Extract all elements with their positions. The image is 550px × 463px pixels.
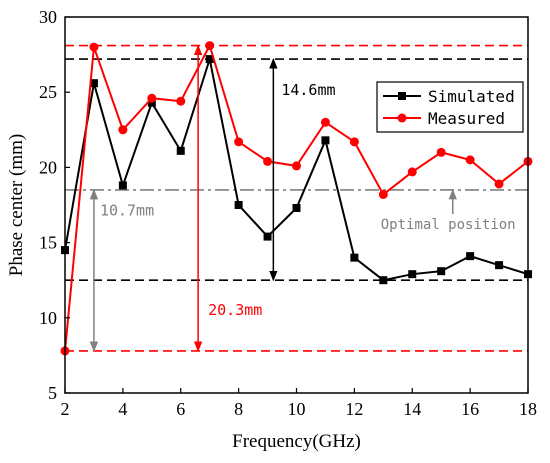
simulated-point: [205, 55, 214, 64]
measured-point: [407, 167, 417, 177]
measured-point: [436, 147, 446, 157]
measured-point: [118, 125, 128, 135]
measured-point: [176, 96, 186, 106]
simulated-point: [263, 232, 272, 241]
simulated-point: [292, 204, 301, 213]
simulated-point: [321, 136, 330, 145]
legend-marker: [397, 113, 407, 123]
simulated-point: [437, 267, 446, 276]
measured-point: [465, 155, 475, 165]
annotation-label: 14.6mm: [281, 81, 335, 99]
y-tick-label: 30: [39, 7, 57, 27]
legend: Simulated Measured: [376, 81, 524, 133]
simulated-point: [379, 276, 388, 285]
measured-point: [494, 179, 504, 189]
x-tick-label: 2: [61, 399, 70, 419]
measured-point: [378, 189, 388, 199]
x-tick-label: 16: [461, 399, 479, 419]
y-axis-label: Phase center (mm): [6, 134, 27, 276]
measured-point: [349, 137, 359, 147]
simulated-point: [118, 181, 127, 190]
simulated-point: [350, 253, 359, 262]
simulated-point: [466, 252, 475, 261]
measured-point: [320, 117, 330, 127]
measured-point: [89, 42, 99, 52]
x-tick-label: 14: [403, 399, 421, 419]
x-tick-label: 12: [345, 399, 363, 419]
annotation-label: Optimal position: [381, 217, 516, 233]
simulated-point: [234, 201, 243, 209]
y-tick-label: 10: [39, 308, 57, 328]
y-tick-label: 20: [39, 157, 57, 177]
y-tick-label: 25: [39, 82, 57, 102]
annotation-label: 20.3mm: [208, 301, 262, 319]
x-axis-label: Frequency(GHz): [232, 431, 361, 452]
simulated-point: [89, 79, 98, 88]
measured-point: [205, 41, 215, 51]
x-tick-label: 4: [118, 399, 127, 419]
x-tick-label: 6: [176, 399, 185, 419]
legend-label: Measured: [428, 109, 505, 128]
legend-label: Simulated: [428, 87, 515, 106]
simulated-point: [495, 261, 504, 270]
annotation-label: 10.7mm: [100, 202, 154, 220]
measured-point: [234, 137, 244, 147]
x-tick-label: 8: [234, 399, 243, 419]
simulated-point: [408, 270, 417, 279]
simulated-point: [176, 146, 185, 155]
y-tick-label: 5: [48, 383, 57, 403]
x-tick-label: 10: [288, 399, 306, 419]
legend-box: [376, 81, 524, 133]
measured-point: [263, 156, 273, 166]
measured-point: [292, 161, 301, 171]
measured-point: [147, 93, 157, 103]
x-tick-label: 18: [519, 399, 537, 419]
legend-marker: [398, 92, 406, 100]
y-tick-label: 15: [39, 233, 57, 253]
simulated-point: [147, 98, 156, 107]
